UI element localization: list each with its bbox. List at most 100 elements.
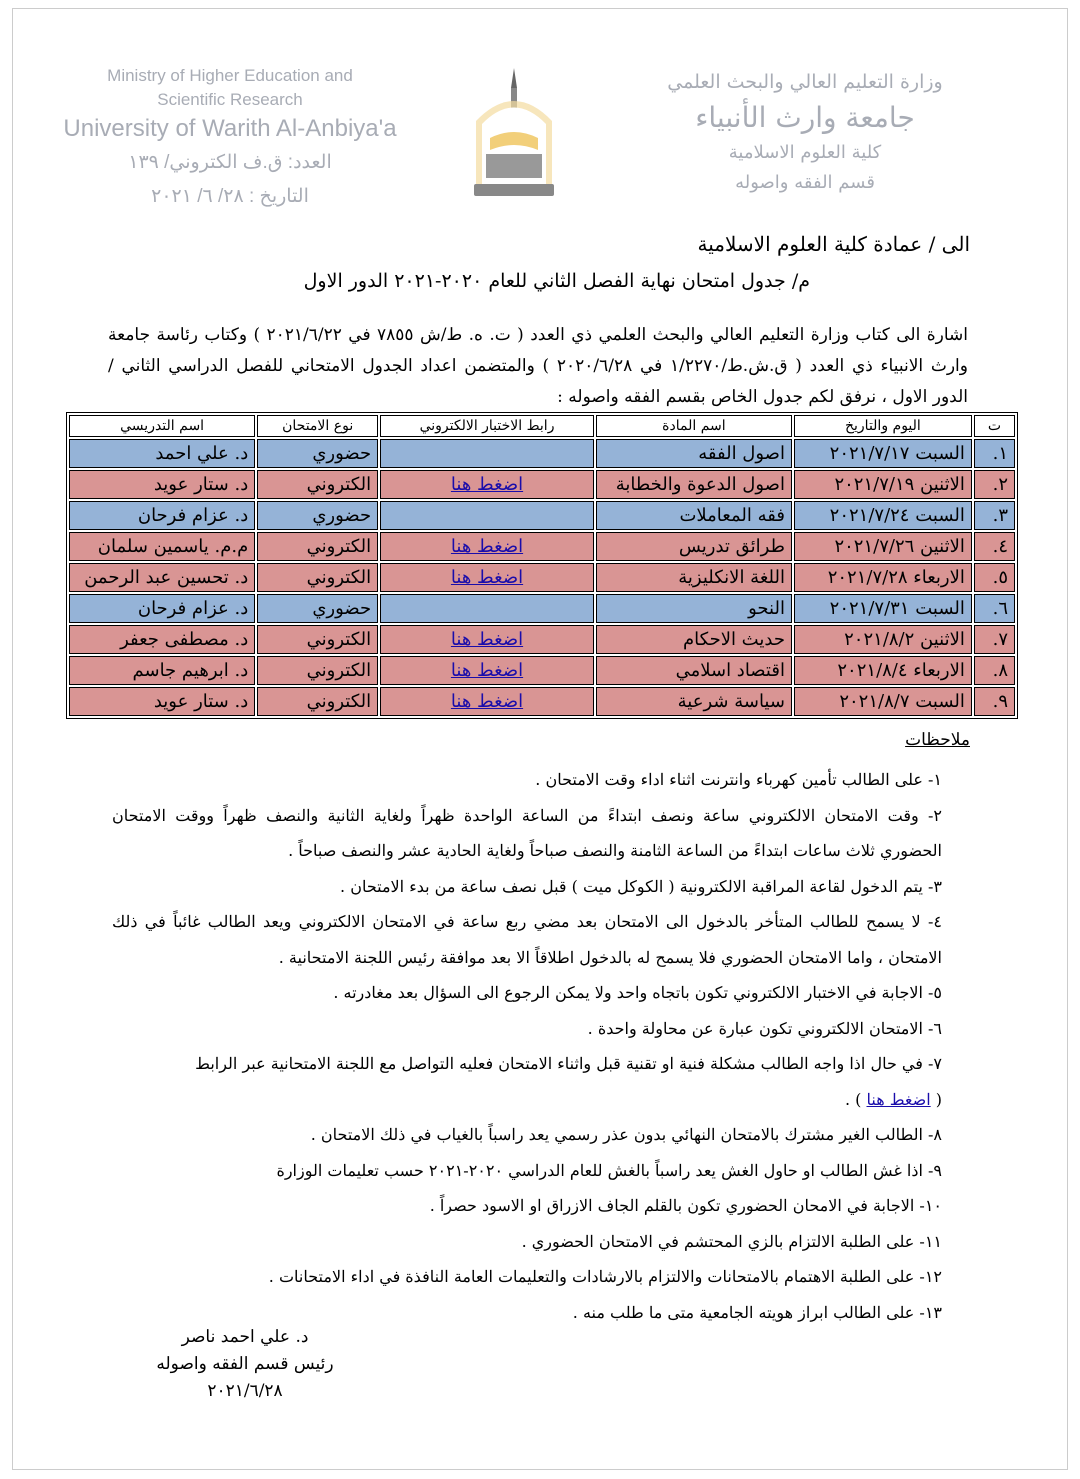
exam-link[interactable]: اضغط هنا xyxy=(450,536,524,557)
column-header: اسم التدريسي xyxy=(69,415,256,437)
exam-link[interactable]: اضغط هنا xyxy=(450,474,524,495)
cell-n: ٤. xyxy=(973,532,1015,561)
note-item: ٣- يتم الدخول لقاعة المراقبة الالكترونية… xyxy=(112,869,942,905)
cell-link xyxy=(380,594,594,623)
cell-subject: اللغة الانكليزية xyxy=(595,563,792,592)
column-header: ت xyxy=(973,415,1015,437)
cell-subject: اصول الدعوة والخطابة xyxy=(595,470,792,499)
note-text: ٤- لا يسمح للطالب المتأخر بالدخول الى ال… xyxy=(112,912,943,967)
note-item: ٥- الاجابة في الاختبار الالكتروني تكون ب… xyxy=(112,975,942,1011)
note-text: ٥- الاجابة في الاختبار الالكتروني تكون ب… xyxy=(333,983,942,1002)
table-row: ٨. الاربعاء ٢٠٢١/٨/٤ اقتصاد اسلامي اضغط هنا… xyxy=(69,656,1015,685)
cell-link: اضغط هنا xyxy=(380,687,594,716)
table-row: ٢. الاثنين ٢٠٢١/٧/١٩ اصول الدعوة والخطابة ا… xyxy=(69,470,1015,499)
note-item: ١٢- على الطلبة الاهتمام بالامتحانات والا… xyxy=(112,1259,942,1295)
exam-link[interactable]: اضغط هنا xyxy=(450,691,524,712)
note-item: ١- على الطالب تأمين كهرباء وانترنت اثناء… xyxy=(112,762,942,798)
note-text: ٨- الطالب الغير مشترك بالامتحان النهائي … xyxy=(310,1125,942,1144)
cell-link: اضغط هنا xyxy=(380,625,594,654)
cell-type: الكتروني xyxy=(257,563,379,592)
cell-teacher: د. مصطفى جعفر xyxy=(69,625,256,654)
exam-link[interactable]: اضغط هنا xyxy=(450,567,524,588)
department-ar: قسم الفقه واصوله xyxy=(735,172,875,193)
header-english: Ministry of Higher Education and Scienti… xyxy=(40,64,420,214)
column-header: اسم المادة xyxy=(595,415,792,437)
cell-n: ١. xyxy=(973,439,1015,468)
exam-schedule-table: ت اليوم والتاريخ اسم المادة رابط الاختبار ا… xyxy=(66,412,1018,719)
note-text: ١٣- على الطالب ابراز هويته الجامعية متى … xyxy=(572,1302,942,1322)
note-text: ١٠- الاجابة في الامحان الحضوري تكون بالق… xyxy=(429,1196,942,1215)
table-row: ١. السبت ٢٠٢١/٧/١٧ اصول الفقه حضوري د. علي ا… xyxy=(69,439,1015,468)
note-text: ٦- الامتحان الالكتروني تكون عبارة عن محا… xyxy=(587,1018,942,1038)
table-row: ٧. الاثنين ٢٠٢١/٨/٢ حديث الاحكام اضغط هنا ال… xyxy=(69,625,1015,654)
ministry-en: Ministry of Higher Education and xyxy=(107,66,353,85)
cell-type: حضوري xyxy=(257,439,379,468)
cell-date: الاثنين ٢٠٢١/٧/٢٦ xyxy=(793,532,972,561)
cell-date: الاثنين ٢٠٢١/٨/٢ xyxy=(793,625,972,654)
cell-n: ٥. xyxy=(973,563,1015,592)
column-header: رابط الاختبار الالكتروني xyxy=(380,415,594,437)
note-item: ٧- في حال اذا واجه الطالب مشكلة فنية او … xyxy=(112,1046,942,1117)
cell-link: اضغط هنا xyxy=(380,532,594,561)
cell-n: ٧. xyxy=(973,625,1015,654)
cell-subject: فقه المعاملات xyxy=(595,501,792,530)
document-date: التاريخ : ٢٨/ ٦/ ٢٠٢١ xyxy=(151,186,309,207)
table-row: ٩. السبت ٢٠٢١/٨/٧ سياسة شرعية اضغط هنا الكتر… xyxy=(69,687,1015,716)
university-ar: جامعة وارث الأنبياء xyxy=(695,101,915,134)
note-text: ٣- يتم الدخول لقاعة المراقبة الالكترونية… xyxy=(340,876,942,896)
college-ar: كلية العلوم الاسلامية xyxy=(728,142,882,163)
cell-n: ٣. xyxy=(973,501,1015,530)
note-text: ٢- وقت الامتحان الالكتروني ساعة ونصف ابت… xyxy=(112,805,942,861)
cell-teacher: د. علي احمد xyxy=(69,439,256,468)
cell-subject: حديث الاحكام xyxy=(595,625,792,654)
column-header: نوع الامتحان xyxy=(257,415,379,437)
cell-date: السبت ٢٠٢١/٧/٢٤ xyxy=(793,501,972,530)
cell-type: حضوري xyxy=(257,594,379,623)
ministry-ar: وزارة التعليم العالي والبحث العلمي xyxy=(667,71,943,93)
cell-link xyxy=(380,439,594,468)
addressee: الى / عمادة كلية العلوم الاسلامية xyxy=(697,232,970,256)
note-item: ١٣- على الطالب ابراز هويته الجامعية متى … xyxy=(112,1295,942,1331)
ministry-en-2: Scientific Research xyxy=(157,90,303,109)
cell-teacher: د. عزام فرحان xyxy=(69,501,256,530)
signatory-title: رئيس قسم الفقه واصوله xyxy=(156,1354,334,1374)
notes-title: ملاحظات xyxy=(905,730,970,750)
cell-link xyxy=(380,501,594,530)
note-text: ١١- على الطلبة الالتزام بالزي المحتشم في… xyxy=(521,1231,942,1251)
note-item: ١١- على الطلبة الالتزام بالزي المحتشم في… xyxy=(112,1224,942,1260)
page-border xyxy=(12,8,1068,1470)
cell-teacher: د. عزام فرحان xyxy=(69,594,256,623)
cell-link: اضغط هنا xyxy=(380,470,594,499)
note-item: ٢- وقت الامتحان الالكتروني ساعة ونصف ابت… xyxy=(112,798,942,869)
note-item: ١٠- الاجابة في الامحان الحضوري تكون بالق… xyxy=(112,1188,942,1224)
cell-subject: سياسة شرعية xyxy=(595,687,792,716)
table-row: ٦. السبت ٢٠٢١/٧/٣١ النحو حضوري د. عزام فرحان xyxy=(69,594,1015,623)
cell-n: ٢. xyxy=(973,470,1015,499)
cell-link: اضغط هنا xyxy=(380,656,594,685)
cell-teacher: د. ستار عويد xyxy=(69,470,256,499)
exam-link[interactable]: اضغط هنا xyxy=(450,660,524,681)
note-link-line: ( اضغط هنا ) . xyxy=(845,1089,942,1109)
column-header: اليوم والتاريخ xyxy=(793,415,972,437)
signature-date: ٢٠٢١/٦/٢٨ xyxy=(207,1381,283,1401)
cell-date: الاربعاء ٢٠٢١/٨/٤ xyxy=(793,656,972,685)
university-en: University of Warith Al-Anbiya'a xyxy=(63,115,397,142)
intro-paragraph: اشارة الى كتاب وزارة التعليم العالي والب… xyxy=(108,325,969,407)
cell-type: الكتروني xyxy=(257,625,379,654)
note-item: ٩- اذا غش الطالب او حاول الغش يعد راسباً… xyxy=(112,1153,942,1189)
cell-type: الكتروني xyxy=(257,656,379,685)
cell-type: الكتروني xyxy=(257,470,379,499)
exam-link[interactable]: اضغط هنا xyxy=(450,629,524,650)
note-item: ٦- الامتحان الالكتروني تكون عبارة عن محا… xyxy=(112,1011,942,1047)
cell-link: اضغط هنا xyxy=(380,563,594,592)
subject-line: م/ جدول امتحان نهاية الفصل الثاني للعام … xyxy=(303,270,810,292)
cell-teacher: م.م. ياسمين سلمان xyxy=(69,532,256,561)
cell-n: ٩. xyxy=(973,687,1015,716)
cell-date: السبت ٢٠٢١/٧/٣١ xyxy=(793,594,972,623)
signatory-name: د. علي احمد ناصر xyxy=(181,1327,309,1347)
university-logo xyxy=(474,68,554,196)
cell-type: حضوري xyxy=(257,501,379,530)
support-link[interactable]: اضغط هنا xyxy=(866,1089,931,1109)
signature-block: د. علي احمد ناصر رئيس قسم الفقه واصوله ٢… xyxy=(150,1324,340,1405)
